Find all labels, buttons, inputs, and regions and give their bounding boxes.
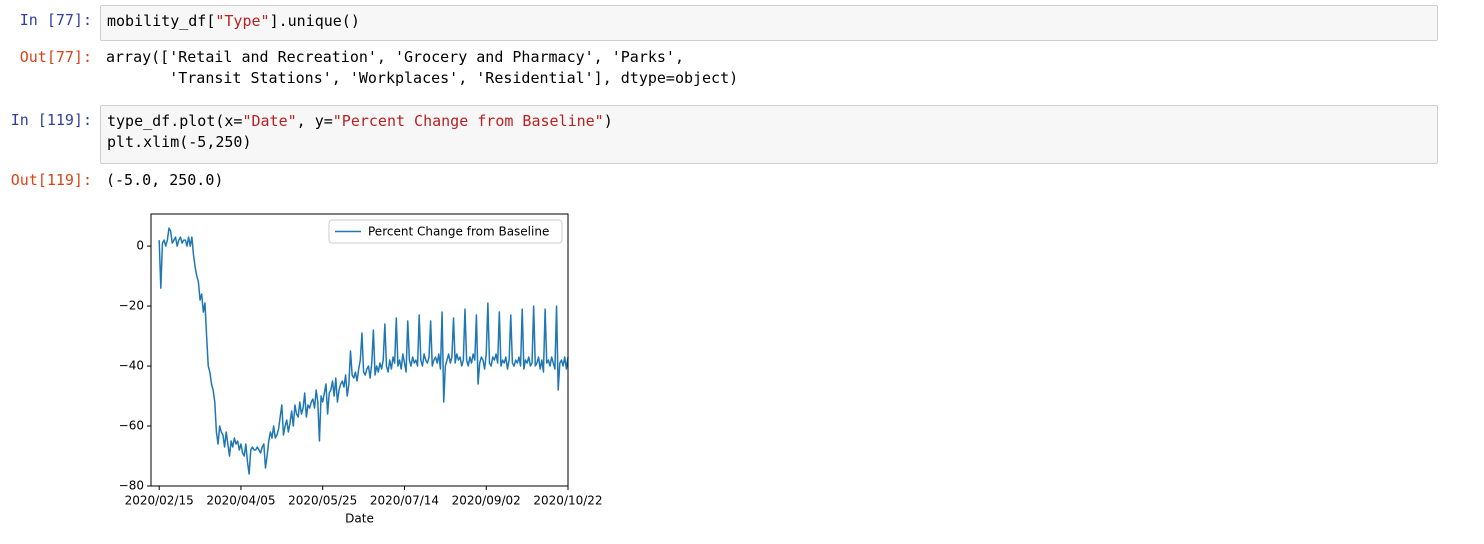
data-line	[158, 227, 569, 475]
legend-label: Percent Change from Baseline	[368, 225, 549, 239]
chart: −80 −60 −40 −20 0 2020/02/15 2020/04/05 2020/05…	[119, 213, 603, 526]
code-token: ].unique()	[269, 12, 360, 30]
y-tick-label: −80	[119, 479, 144, 493]
y-tick-label: 0	[136, 239, 144, 253]
output-prompt: Out[119]:	[10, 171, 92, 189]
x-tick-label: 2020/04/05	[206, 494, 275, 508]
output-text: 'Transit Stations', 'Workplaces', 'Resid…	[106, 69, 739, 87]
string-token: "Percent Change from Baseline"	[332, 112, 604, 130]
code-cell[interactable]: mobility_df["Type"].unique()	[100, 5, 1438, 41]
code-cell[interactable]: type_df.plot(x="Date", y="Percent Change…	[100, 105, 1438, 164]
x-axis-label: Date	[345, 512, 374, 526]
code-token: )	[603, 112, 613, 130]
code-token: mobility_df[	[107, 12, 216, 30]
code-line: mobility_df["Type"].unique()	[107, 12, 360, 30]
output-text: (-5.0, 250.0)	[106, 171, 224, 189]
y-tick-label: −40	[119, 359, 144, 373]
input-prompt: In [77]:	[19, 11, 92, 29]
code-token: type_df.plot(x=	[107, 112, 243, 130]
x-tick-label: 2020/09/02	[452, 494, 521, 508]
code-line: plt.xlim(-5,250)	[107, 133, 252, 151]
code-line: type_df.plot(x="Date", y="Percent Change…	[107, 112, 613, 130]
y-tick-label: −20	[119, 299, 144, 313]
x-tick-label: 2020/07/14	[370, 494, 439, 508]
code-token: , y=	[296, 112, 333, 130]
string-token: "Date"	[242, 112, 297, 130]
output-prompt: Out[77]:	[19, 48, 92, 66]
x-tick-label: 2020/10/22	[533, 494, 602, 508]
x-tick-label: 2020/02/15	[125, 494, 194, 508]
input-prompt: In [119]:	[10, 111, 92, 129]
x-tick-label: 2020/05/25	[288, 494, 357, 508]
plot-frame	[150, 213, 569, 487]
y-tick-label: −60	[119, 419, 144, 433]
legend-box	[328, 219, 563, 244]
string-token: "Type"	[215, 12, 270, 30]
code-token: plt.xlim(-5,250)	[107, 133, 252, 151]
output-text: array(['Retail and Recreation', 'Grocery…	[106, 48, 684, 66]
